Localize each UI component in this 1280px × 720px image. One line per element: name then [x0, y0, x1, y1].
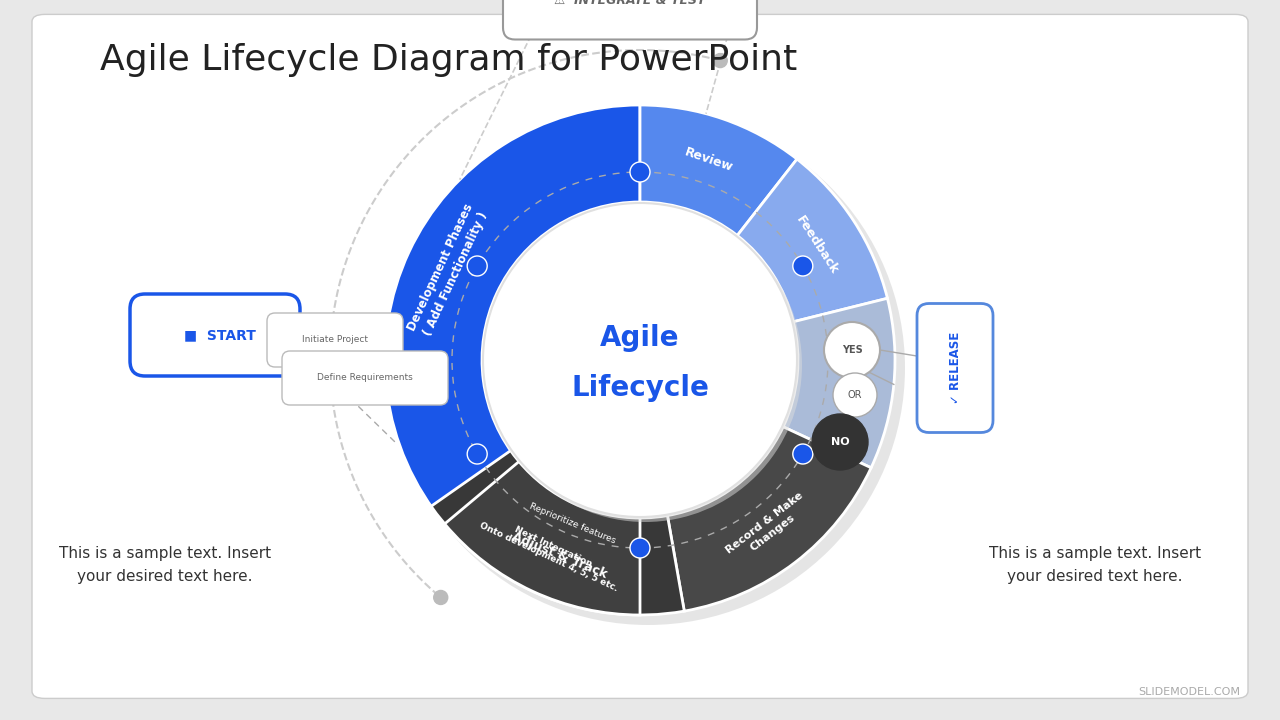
- Text: Feedback: Feedback: [794, 213, 841, 276]
- Circle shape: [630, 538, 650, 558]
- Wedge shape: [667, 427, 872, 611]
- Text: SLIDEMODEL.COM: SLIDEMODEL.COM: [1138, 687, 1240, 697]
- Circle shape: [467, 444, 488, 464]
- Text: This is a sample text. Insert
your desired text here.: This is a sample text. Insert your desir…: [989, 546, 1201, 584]
- FancyBboxPatch shape: [282, 351, 448, 405]
- Text: Define Requirements: Define Requirements: [317, 374, 413, 382]
- Text: Development Phases
( Add Functionality ): Development Phases ( Add Functionality ): [406, 202, 492, 340]
- Text: OR: OR: [847, 390, 863, 400]
- Text: Initiate Project: Initiate Project: [302, 336, 369, 344]
- Text: YES: YES: [842, 345, 863, 355]
- Text: Record & Make
Changes: Record & Make Changes: [724, 490, 813, 565]
- Text: ✓ RELEASE: ✓ RELEASE: [948, 332, 961, 404]
- Circle shape: [812, 414, 868, 470]
- FancyBboxPatch shape: [916, 304, 993, 433]
- Wedge shape: [737, 159, 887, 322]
- Circle shape: [713, 53, 727, 68]
- Text: Lifecycle: Lifecycle: [571, 374, 709, 402]
- Text: This is a sample text. Insert
your desired text here.: This is a sample text. Insert your desir…: [59, 546, 271, 584]
- Circle shape: [824, 322, 881, 378]
- Wedge shape: [783, 298, 895, 468]
- Text: Agile: Agile: [600, 324, 680, 352]
- Circle shape: [467, 256, 488, 276]
- Text: Approve?: Approve?: [841, 348, 860, 412]
- FancyBboxPatch shape: [503, 0, 756, 40]
- Text: Next Integration
Onto development 4, 5, 5 etc.: Next Integration Onto development 4, 5, …: [477, 510, 623, 593]
- Wedge shape: [444, 462, 640, 615]
- Circle shape: [488, 208, 803, 522]
- Text: ■  START: ■ START: [184, 328, 256, 342]
- Text: Agile Lifecycle Diagram for PowerPoint: Agile Lifecycle Diagram for PowerPoint: [100, 43, 797, 77]
- Wedge shape: [431, 451, 685, 615]
- Circle shape: [792, 444, 813, 464]
- Wedge shape: [640, 105, 797, 235]
- FancyBboxPatch shape: [268, 313, 403, 367]
- Circle shape: [483, 203, 797, 517]
- Wedge shape: [385, 105, 640, 524]
- FancyBboxPatch shape: [131, 294, 300, 376]
- Text: NO: NO: [831, 437, 850, 447]
- Circle shape: [630, 162, 650, 182]
- Text: Review: Review: [684, 145, 735, 174]
- Circle shape: [792, 256, 813, 276]
- Text: Reprioritize features: Reprioritize features: [529, 501, 617, 545]
- Text: ⚠  INTEGRATE & TEST: ⚠ INTEGRATE & TEST: [554, 0, 705, 6]
- Circle shape: [390, 111, 905, 625]
- Circle shape: [833, 373, 877, 417]
- Circle shape: [434, 590, 448, 605]
- Text: Adjust & Track: Adjust & Track: [509, 530, 608, 581]
